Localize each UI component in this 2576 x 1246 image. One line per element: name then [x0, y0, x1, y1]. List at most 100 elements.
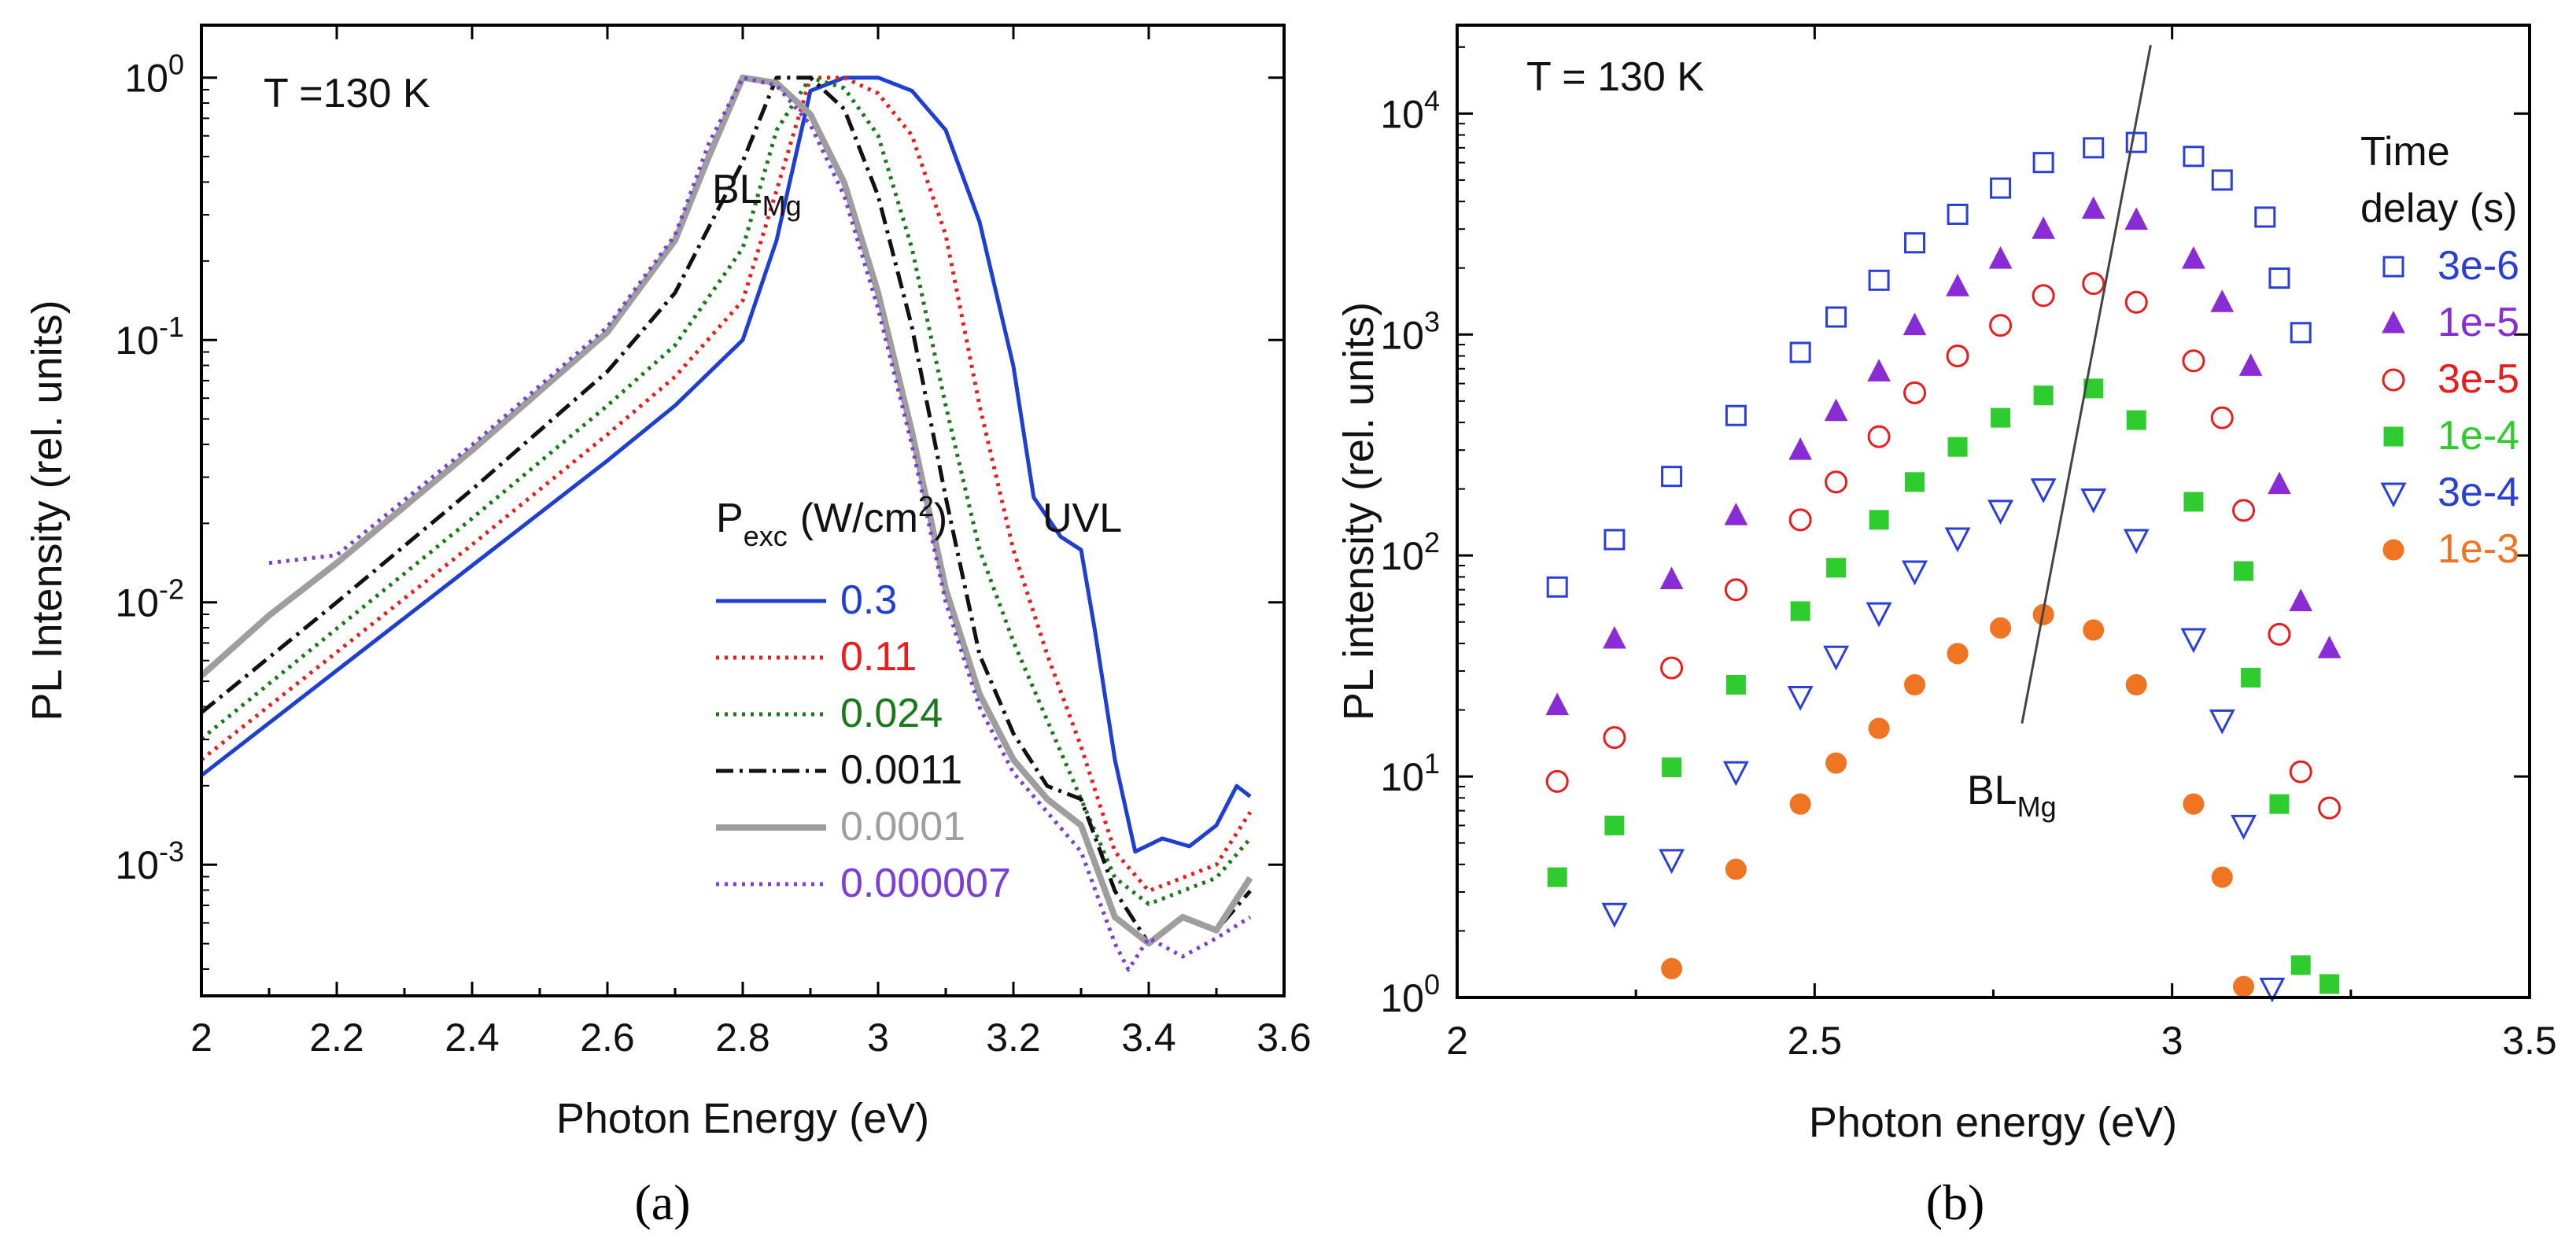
panel-b-point-1e-4 [1725, 675, 1746, 695]
panel-b-point-3e-5 [2318, 796, 2342, 820]
panel-b-point-3e-5 [2289, 760, 2312, 783]
panel-b-legend-label-4: 3e-4 [2438, 470, 2519, 515]
panel-a-legend-label-3: 0.0011 [840, 747, 962, 793]
panel-b-point-1e-5 [1824, 398, 1848, 422]
panel-b-point-3e-4 [1987, 500, 2014, 525]
panel-a-legend-label-2: 0.024 [840, 691, 943, 736]
panel-b-point-3e-5 [1724, 578, 1747, 602]
panel-b-point-3e-5 [2232, 499, 2256, 522]
panel-b-y-tick-label: 102 [1380, 526, 1440, 578]
panel-b-point-3e-4 [2080, 488, 2107, 514]
panel-a-caption: (a) [634, 1174, 690, 1230]
panel-b-point-3e-6 [2254, 206, 2276, 228]
panel-b-ticks: 2 2.5 3 3.5 100 101 102 103 104 [1380, 25, 2557, 1063]
panel-b-y-tick-label: 103 [1380, 305, 1440, 357]
panel-b-x-axis-label: Photon energy (eV) [1809, 1099, 2177, 1146]
panel-b-point-3e-4 [2030, 478, 2057, 503]
panel-b-point-1e-5 [2289, 588, 2313, 612]
panel-b-point-3e-6 [1825, 306, 1847, 328]
panel-b-point-3e-4 [1823, 645, 1850, 671]
panel-a-x-tick-label: 3.2 [986, 1016, 1041, 1060]
panel-b-y-tick-label: 101 [1380, 747, 1440, 799]
panel-b-point-3e-6 [1947, 203, 1969, 225]
panel-b-legend-label-3: 1e-4 [2438, 413, 2519, 459]
panel-a-legend-label-0: 0.3 [840, 577, 897, 623]
panel-b-point-1e-5 [2182, 245, 2205, 269]
panel-b-point-3e-6 [2211, 169, 2233, 191]
panel-b-legend-marker-3 [2383, 426, 2404, 447]
panel-b-point-3e-6 [1789, 341, 1811, 363]
panel-b-legend-label-5: 1e-3 [2438, 526, 2519, 572]
panel-b-legend-title-line1: Time [2360, 129, 2450, 175]
panel-b-point-3e-4 [1722, 761, 1749, 787]
panel-b-point-1e-4 [2033, 385, 2054, 406]
panel-b-point-3e-6 [2268, 267, 2290, 289]
panel-a-series-line-2 [200, 76, 1252, 906]
panel-b-point-1e-5 [1902, 312, 1927, 336]
panel-b-point-3e-6 [1725, 404, 1747, 426]
panel-a-legend: 0.3 0.11 0.024 0.0011 0.0001 0.000007 [716, 577, 1011, 906]
panel-a-x-tick-label: 2.4 [445, 1016, 500, 1060]
panel-a-y-tick-label: 10-1 [115, 311, 184, 363]
panel-b-x-tick-label: 3.5 [2502, 1019, 2557, 1063]
panel-a-x-tick-label: 2 [190, 1016, 212, 1060]
panel-b-point-3e-6 [2083, 137, 2105, 159]
panel-b-legend-marker-5 [2382, 539, 2404, 561]
panel-b-point-1e-3 [1868, 717, 1890, 739]
panel-b-point-1e-4 [2126, 410, 2146, 430]
panel-b-point-3e-6 [1661, 466, 1683, 488]
panel-b-point-3e-4 [2231, 814, 2257, 840]
panel-b-point-1e-3 [1825, 752, 1847, 774]
panel-b-point-3e-4 [1601, 902, 1628, 928]
panel-b-x-tick-label: 2.5 [1788, 1019, 1843, 1063]
panel-b-point-1e-5 [1867, 359, 1891, 382]
panel-b-point-3e-6 [2183, 146, 2205, 168]
panel-b-point-1e-5 [2124, 207, 2149, 230]
panel-b-point-3e-5 [1545, 769, 1569, 793]
panel-a-x-tick-label: 3.6 [1257, 1016, 1312, 1060]
panel-b-legend: 3e-6 1e-5 3e-5 1e-4 3e-4 1e-3 [2380, 243, 2519, 572]
panel-b: 2 2.5 3 3.5 100 101 102 103 104 T = 130 K BLMg T… [1335, 24, 2557, 1230]
panel-b-legend-marker-2 [2382, 368, 2405, 392]
panel-b-y-axis-label: PL intensity (rel. units) [1335, 302, 1382, 721]
panel-b-point-3e-6 [1904, 232, 1926, 254]
panel-b-point-1e-5 [1659, 566, 1684, 589]
panel-b-point-3e-6 [1868, 269, 1890, 291]
panel-b-x-tick-label: 2 [1446, 1019, 1468, 1063]
panel-a-series-line-0 [200, 76, 1252, 854]
panel-b-point-1e-4 [1947, 437, 1968, 457]
panel-b-point-1e-3 [2125, 674, 2147, 696]
panel-b-point-3e-4 [1944, 527, 1971, 553]
panel-b-legend-label-0: 3e-6 [2438, 243, 2519, 289]
panel-a-x-tick-label: 2.2 [309, 1016, 364, 1060]
panel-b-point-3e-4 [1902, 560, 1928, 586]
panel-a-x-tick-label: 3.4 [1121, 1016, 1176, 1060]
panel-b-y-tick-label: 104 [1380, 84, 1440, 136]
panel-b-point-1e-5 [2317, 636, 2342, 658]
panel-b-point-1e-4 [1604, 815, 1625, 835]
panel-a-legend-label-5: 0.000007 [840, 861, 1011, 906]
panel-b-point-1e-3 [2083, 619, 2105, 641]
panel-b-point-3e-5 [2182, 349, 2205, 373]
panel-b-point-1e-5 [2238, 353, 2263, 376]
panel-a-y-tick-label: 10-2 [115, 573, 184, 625]
panel-b-point-3e-4 [2123, 529, 2150, 555]
panel-b-point-3e-5 [1603, 726, 1626, 750]
panel-b-point-3e-4 [2209, 709, 2235, 735]
panel-b-y-tick-label: 100 [1380, 968, 1440, 1020]
panel-b-point-3e-5 [2082, 272, 2105, 296]
panel-a-y-axis-label: PL Intensity (rel. units) [24, 300, 71, 721]
panel-a-ticks: 2 2.2 2.4 2.6 2.8 3 3.2 3.4 3.6 100 10-1 10-2 10-3 [115, 25, 1312, 1060]
panel-b-point-1e-3 [1947, 643, 1969, 665]
panel-b-legend-title-line2: delay (s) [2360, 186, 2517, 231]
panel-a-temperature-label: T =130 K [264, 71, 430, 116]
panel-a-series-line-3 [200, 76, 1252, 946]
panel-a-x-axis-label: Photon Energy (eV) [556, 1095, 929, 1142]
panel-b-point-1e-4 [2269, 794, 2290, 814]
panel-b-point-3e-5 [1903, 381, 1927, 404]
panel-b-point-1e-5 [2032, 216, 2055, 239]
panel-b-point-1e-4 [1905, 472, 1925, 492]
panel-b-caption: (b) [1926, 1174, 1985, 1230]
panel-b-point-3e-5 [2210, 406, 2234, 429]
panel-a-y-tick-label: 100 [124, 49, 184, 101]
